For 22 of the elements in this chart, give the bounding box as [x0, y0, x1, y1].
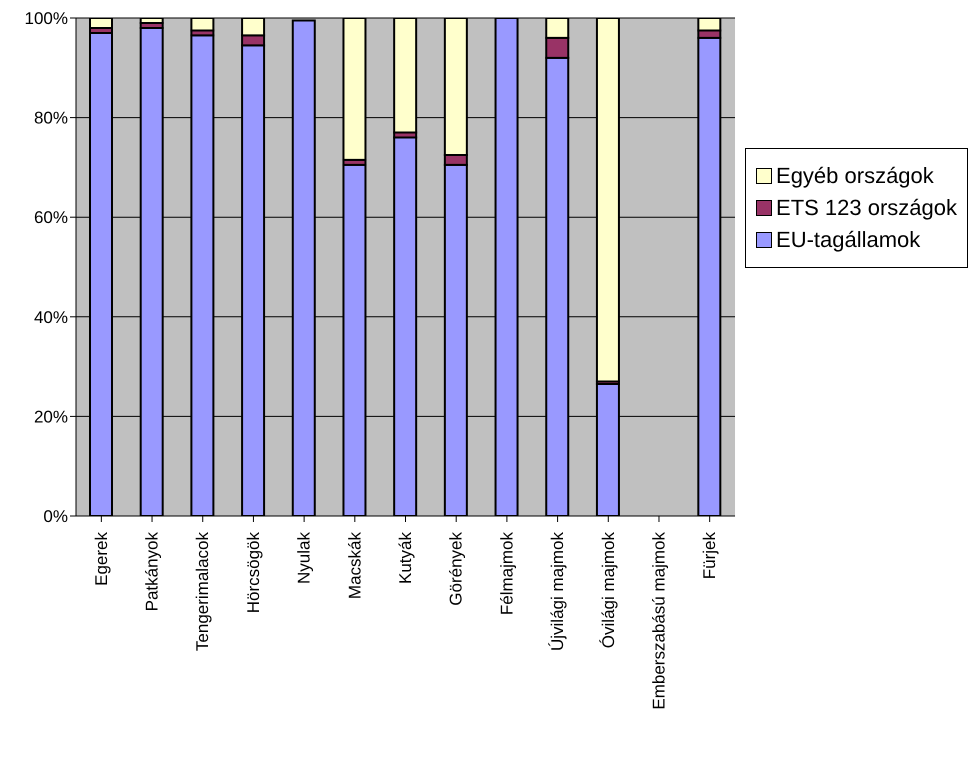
y-tick-label: 60%: [34, 208, 68, 228]
y-tick-label: 20%: [34, 407, 68, 426]
x-tick-label: Kutyák: [396, 532, 416, 584]
x-tick-label: Újvilági majmok: [548, 532, 568, 652]
y-tick-label: 0%: [43, 507, 68, 526]
x-tick-label: Fürjek: [700, 532, 720, 580]
y-tick-label: 80%: [34, 108, 68, 128]
x-tick-label: Görények: [446, 532, 466, 606]
x-tick-label: Egerek: [92, 532, 111, 586]
x-tick-label: Tengerimalacok: [193, 532, 212, 652]
x-tick-label: Emberszabású majmok: [649, 532, 668, 710]
x-tick-label: Nyulak: [294, 532, 314, 584]
legend-label: EU-tagállamok: [776, 227, 920, 253]
x-tick-label: Patkányok: [142, 532, 162, 612]
x-tick-label: Macskák: [345, 532, 364, 600]
legend-label: Egyéb országok: [776, 163, 934, 189]
x-tick-label: Félmajmok: [497, 532, 516, 616]
x-tick-label: Óvilági majmok: [598, 532, 618, 648]
y-tick-label: 40%: [34, 308, 68, 327]
legend-label: ETS 123 országok: [776, 195, 957, 221]
y-tick-label: 100%: [24, 9, 68, 28]
x-tick-label: Hörcsögök: [244, 532, 263, 614]
